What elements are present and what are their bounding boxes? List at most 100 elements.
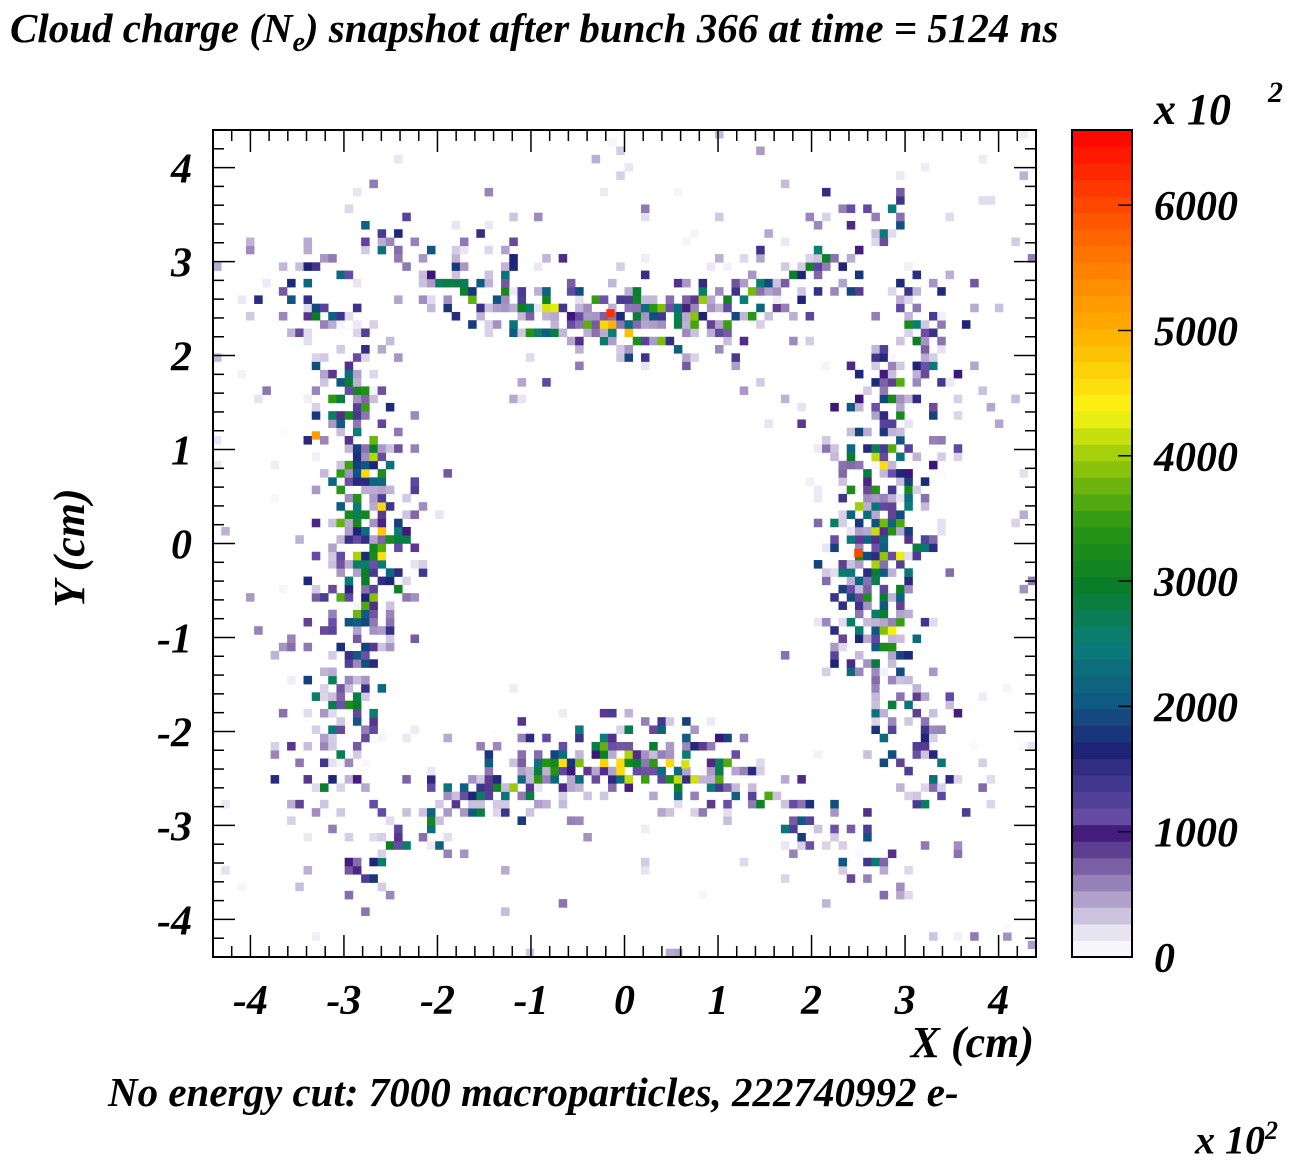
heatmap-cell <box>361 477 370 486</box>
colorbar-border <box>1071 129 1133 958</box>
colorbar-band <box>1072 262 1132 280</box>
heatmap-cell <box>369 725 378 735</box>
heatmap-cell <box>706 758 716 768</box>
colorbar-band <box>1072 659 1132 677</box>
heatmap-cell <box>871 502 880 511</box>
heatmap-cell <box>344 270 354 280</box>
heatmap-cell <box>879 237 889 247</box>
heatmap-cell <box>624 708 634 718</box>
heatmap-cell <box>887 204 897 213</box>
heatmap-cell <box>361 485 370 495</box>
y-tick-label: -2 <box>157 710 192 756</box>
heatmap-cell <box>632 750 642 759</box>
heatmap-cell <box>780 799 790 809</box>
heatmap-cell <box>319 378 329 387</box>
heatmap-cell <box>311 692 321 701</box>
heatmap-cell <box>599 741 609 751</box>
heatmap-cell <box>904 419 913 429</box>
heatmap-cell <box>468 287 477 296</box>
heatmap-cell <box>575 733 584 743</box>
heatmap-cell <box>336 808 345 817</box>
heatmap-cell <box>665 741 675 751</box>
heatmap-cell <box>311 518 321 528</box>
heatmap-cell <box>344 435 354 445</box>
heatmap-cell <box>369 435 378 445</box>
heatmap-cell <box>311 311 321 321</box>
heatmap-cell <box>920 361 930 371</box>
heatmap-cell <box>937 783 946 792</box>
heatmap-cell <box>887 353 897 362</box>
heatmap-cell <box>797 419 806 429</box>
heatmap-cell <box>352 526 362 536</box>
heatmap-cell <box>328 626 337 635</box>
heatmap-cell <box>336 394 345 404</box>
heatmap-cell <box>838 278 848 288</box>
heatmap-cell <box>336 427 345 437</box>
heatmap-cell <box>361 411 370 420</box>
colorbar-band <box>1072 791 1132 809</box>
heatmap-cell <box>723 303 732 313</box>
heatmap-cell <box>352 394 362 404</box>
heatmap-cell <box>336 502 345 511</box>
heatmap-cell <box>764 278 773 288</box>
heatmap-cell <box>377 510 387 519</box>
heatmap-cell <box>863 857 872 867</box>
heatmap-cell <box>838 642 848 652</box>
heatmap-cell <box>887 700 897 710</box>
heatmap-cell <box>517 311 527 321</box>
heatmap-cell <box>920 345 930 354</box>
heatmap-cell <box>361 593 370 602</box>
heatmap-cell <box>912 361 922 371</box>
heatmap-cell <box>394 824 403 834</box>
colorbar-band <box>1072 808 1132 826</box>
heatmap-cell <box>649 750 658 759</box>
heatmap-cell <box>887 617 897 627</box>
heatmap-cell <box>369 717 378 726</box>
heatmap-cell <box>673 783 683 792</box>
heatmap-cell <box>879 502 889 511</box>
heatmap-cell <box>558 791 568 801</box>
colorbar-tick-label: 5000 <box>1154 309 1238 355</box>
heatmap-cell <box>871 402 880 412</box>
heatmap-cell <box>978 196 987 205</box>
heatmap-cell <box>706 799 716 809</box>
heatmap-cell <box>854 287 864 296</box>
heatmap-cell <box>616 353 625 362</box>
heatmap-cell <box>426 808 436 817</box>
heatmap-cell <box>237 882 247 892</box>
heatmap-cell <box>369 609 378 619</box>
heatmap-cell <box>262 386 271 395</box>
heatmap-cell <box>912 551 922 561</box>
heatmap-cell <box>731 791 741 801</box>
heatmap-cell <box>756 766 765 776</box>
heatmap-cell <box>311 303 321 313</box>
heatmap-cell <box>739 857 749 867</box>
heatmap-cell <box>887 394 897 404</box>
heatmap-cell <box>739 254 749 263</box>
heatmap-cell <box>813 485 823 495</box>
heatmap-cell <box>904 551 913 561</box>
heatmap-cell <box>896 452 905 462</box>
heatmap-cell <box>937 791 946 801</box>
heatmap-cell <box>863 444 872 453</box>
heatmap-cell <box>517 816 527 825</box>
heatmap-cell <box>929 617 938 627</box>
heatmap-cell <box>838 469 848 478</box>
heatmap-cell <box>566 287 576 296</box>
colorbar-band <box>1072 229 1132 247</box>
heatmap-cell <box>838 510 848 519</box>
heatmap-cell <box>854 460 864 470</box>
heatmap-cell <box>756 245 765 255</box>
heatmap-cell <box>328 651 337 660</box>
heatmap-cell <box>723 320 732 329</box>
heatmap-cell <box>394 427 403 437</box>
heatmap-cell <box>846 254 856 263</box>
heatmap-cell <box>789 816 798 825</box>
heatmap-cell <box>435 841 444 850</box>
heatmap-cell <box>344 361 354 371</box>
heatmap-cell <box>715 254 724 263</box>
heatmap-cell <box>690 725 699 735</box>
heatmap-cell <box>854 427 864 437</box>
heatmap-cell <box>533 212 543 222</box>
heatmap-cell <box>871 543 880 553</box>
